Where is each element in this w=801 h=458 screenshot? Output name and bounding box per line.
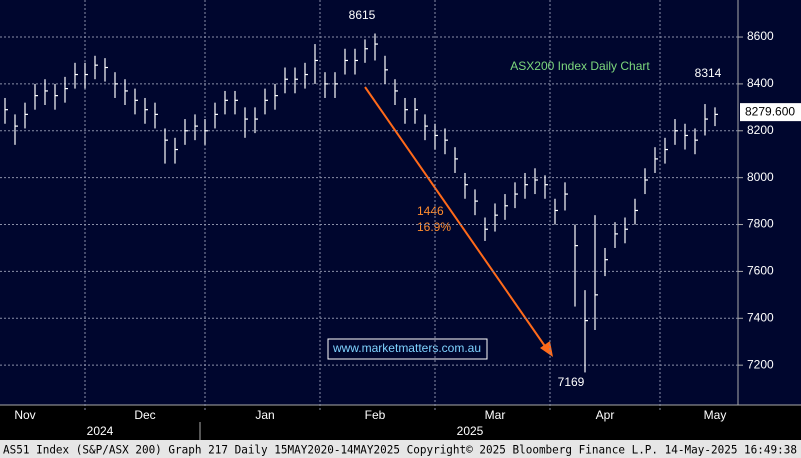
x-tick-label: Mar (485, 408, 506, 422)
x-tick-label: Nov (14, 408, 35, 422)
y-tick-label: 7600 (747, 264, 774, 278)
last-price-label: 8279.600 (745, 104, 795, 118)
last-price-box (740, 103, 801, 122)
low-annotation: 7169 (558, 375, 585, 389)
x-tick-label: Dec (134, 408, 155, 422)
x-axis-strip (0, 405, 801, 440)
year-label: 2025 (457, 424, 484, 438)
watermark-box (327, 338, 488, 360)
drop-points: 1446 (417, 204, 444, 218)
footer-bar (0, 440, 801, 458)
y-tick-label: 8600 (747, 29, 774, 43)
watermark: www.marketmatters.com.au (332, 341, 481, 355)
arrow (364, 86, 550, 353)
y-tick-label: 8000 (747, 170, 774, 184)
x-tick-label: Jan (255, 408, 274, 422)
y-tick-label: 7200 (747, 357, 774, 371)
y-tick-label: 8200 (747, 123, 774, 137)
high-annotation: 8615 (349, 8, 376, 22)
recent-annotation: 8314 (695, 66, 722, 80)
y-tick-label: 7800 (747, 217, 774, 231)
drop-percent: 16.9% (417, 220, 451, 234)
footer-text: AS51 Index (S&P/ASX 200) Graph 217 Daily… (3, 443, 797, 457)
x-tick-label: Apr (596, 408, 615, 422)
y-tick-label: 8400 (747, 76, 774, 90)
year-label: 2024 (87, 424, 114, 438)
y-tick-label: 7400 (747, 310, 774, 324)
x-tick-label: Feb (365, 408, 386, 422)
chart-title: ASX200 Index Daily Chart (510, 59, 650, 73)
x-tick-label: May (704, 408, 727, 422)
